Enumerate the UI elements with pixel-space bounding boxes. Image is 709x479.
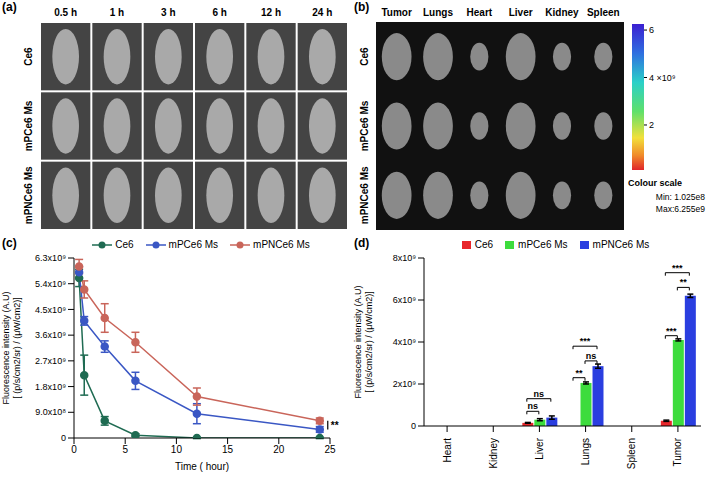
svg-text:mPCe6 Ms: mPCe6 Ms (23, 100, 34, 151)
html-text:Ce6: Ce6 (115, 239, 134, 250)
svg-text:[ (p/s/cm2/sr) / (μW/cm2)]: [ (p/s/cm2/sr) / (μW/cm2)] (364, 291, 374, 393)
svg-text:**: ** (680, 277, 688, 287)
svg-text:Ce6: Ce6 (359, 47, 370, 66)
svg-text:Spleen: Spleen (587, 7, 620, 18)
svg-text:3 h: 3 h (161, 7, 175, 18)
html-text:mPNCe6 Ms: mPNCe6 Ms (592, 239, 650, 250)
svg-text:10: 10 (171, 444, 183, 455)
svg-text:25: 25 (324, 444, 336, 455)
svg-text:**: ** (331, 420, 339, 431)
svg-text:2.7x10⁹: 2.7x10⁹ (35, 356, 66, 366)
svg-text:Lungs: Lungs (580, 438, 591, 465)
svg-text:Time ( hour): Time ( hour) (175, 461, 229, 472)
svg-text:Min: 1.025e8: Min: 1.025e8 (656, 192, 705, 202)
svg-text:0: 0 (71, 444, 77, 455)
svg-text:5.4x10⁹: 5.4x10⁹ (35, 279, 66, 289)
svg-text:4 ×10⁹: 4 ×10⁹ (649, 73, 676, 83)
svg-text:***: *** (580, 336, 591, 346)
html-text:(b): (b) (354, 0, 370, 14)
svg-text:mPNCe6 Ms: mPNCe6 Ms (23, 166, 34, 224)
svg-text:24 h: 24 h (312, 7, 332, 18)
svg-text:ns: ns (528, 401, 539, 411)
svg-text:0: 0 (411, 421, 416, 431)
html-text:mPNCe6 Ms: mPNCe6 Ms (253, 239, 310, 250)
html-text:(d): (d) (354, 236, 370, 250)
html-text:(a): (a) (2, 0, 17, 14)
svg-text:6.3x10⁹: 6.3x10⁹ (35, 253, 66, 263)
svg-text:***: *** (672, 263, 683, 273)
svg-text:Colour scale: Colour scale (628, 178, 682, 188)
svg-text:6 h: 6 h (212, 7, 226, 18)
svg-text:15: 15 (222, 444, 234, 455)
svg-text:mPNCe6 Ms: mPNCe6 Ms (359, 166, 370, 224)
svg-text:Fluorescence intensity (A.U): Fluorescence intensity (A.U) (353, 285, 363, 398)
svg-text:ns: ns (586, 351, 597, 361)
svg-text:ns: ns (534, 389, 545, 399)
svg-text:Tumor: Tumor (381, 7, 411, 18)
svg-text:Tumor: Tumor (672, 437, 683, 466)
svg-text:6: 6 (649, 25, 654, 35)
html-text:Ce6: Ce6 (474, 239, 494, 250)
svg-text:20: 20 (273, 444, 285, 455)
svg-text:Heart: Heart (467, 7, 493, 18)
svg-text:Fluorescence intensity (A.U): Fluorescence intensity (A.U) (1, 291, 11, 404)
svg-text:Ce6: Ce6 (23, 47, 34, 66)
svg-text:Liver: Liver (509, 7, 533, 18)
html-text:mPCe6 Ms: mPCe6 Ms (518, 239, 568, 250)
svg-text:[ (p/s/cm2/sr) / (μW/cm2)]: [ (p/s/cm2/sr) / (μW/cm2)] (12, 297, 22, 399)
svg-text:Heart: Heart (442, 438, 453, 463)
svg-text:Kidney: Kidney (488, 438, 499, 469)
svg-text:mPCe6 Ms: mPCe6 Ms (359, 100, 370, 151)
svg-text:1 h: 1 h (110, 7, 124, 18)
svg-text:1.8x10⁹: 1.8x10⁹ (35, 382, 66, 392)
svg-text:2: 2 (649, 120, 654, 130)
svg-text:4x10⁹: 4x10⁹ (393, 337, 417, 347)
svg-text:Liver: Liver (534, 437, 545, 459)
svg-text:Max:6.255e9: Max:6.255e9 (656, 204, 705, 214)
svg-text:Kidney: Kidney (545, 7, 579, 18)
svg-text:0: 0 (61, 433, 66, 443)
svg-text:8x10⁹: 8x10⁹ (393, 253, 417, 263)
svg-text:Lungs: Lungs (423, 7, 453, 18)
svg-text:**: ** (575, 368, 583, 378)
html-text:(c): (c) (2, 236, 17, 250)
svg-text:2x10⁹: 2x10⁹ (393, 379, 417, 389)
svg-text:***: *** (666, 326, 677, 336)
svg-text:12 h: 12 h (261, 7, 281, 18)
svg-text:5: 5 (122, 444, 128, 455)
svg-text:3.6x10⁹: 3.6x10⁹ (35, 330, 66, 340)
svg-text:6x10⁹: 6x10⁹ (393, 295, 417, 305)
html-text:mPCe6 Ms: mPCe6 Ms (168, 239, 219, 250)
svg-text:Spleen: Spleen (626, 438, 637, 469)
svg-text:0.5 h: 0.5 h (54, 7, 77, 18)
svg-text:9.0x10⁸: 9.0x10⁸ (35, 407, 66, 417)
svg-text:4.5x10⁹: 4.5x10⁹ (35, 305, 66, 315)
